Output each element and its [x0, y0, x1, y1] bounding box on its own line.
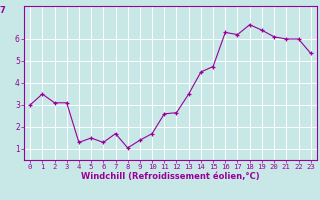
Text: 7: 7	[0, 6, 5, 15]
X-axis label: Windchill (Refroidissement éolien,°C): Windchill (Refroidissement éolien,°C)	[81, 172, 260, 181]
